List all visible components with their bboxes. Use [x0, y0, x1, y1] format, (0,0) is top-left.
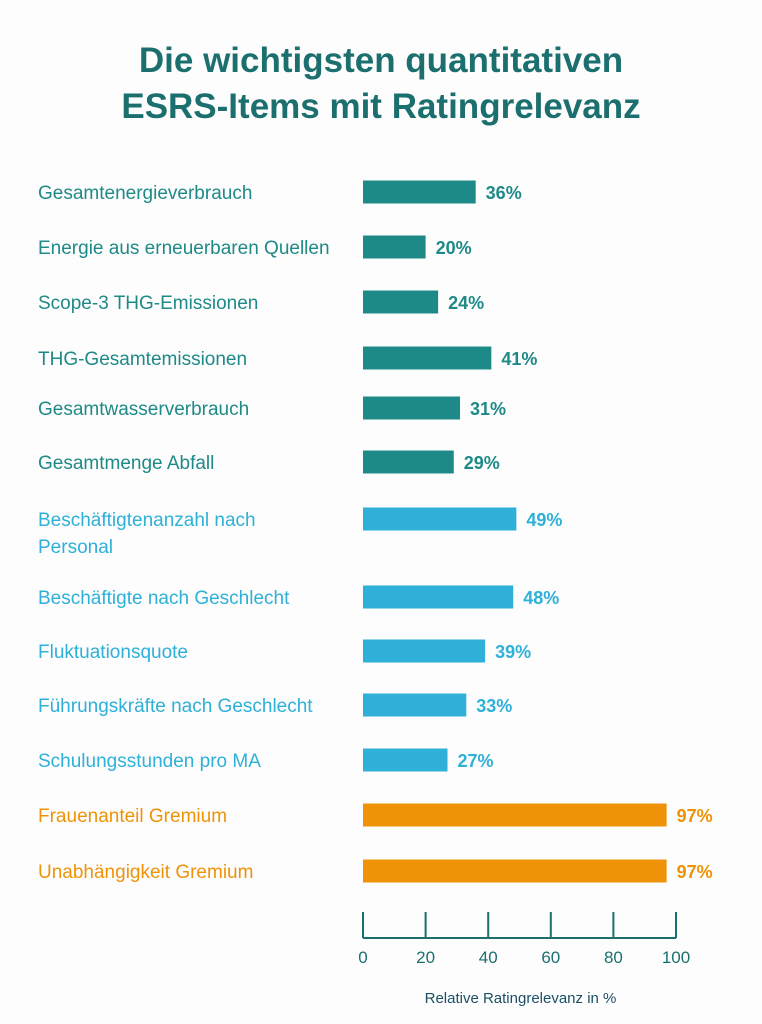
- bar-value-label: 49%: [526, 510, 562, 530]
- category-label-line: Führungskräfte nach Geschlecht: [38, 696, 313, 717]
- bar-value-label: 33%: [476, 696, 512, 716]
- bar-row: Führungskräfte nach Geschlecht 33%: [38, 693, 512, 717]
- category-label: Beschäftigte nach Geschlecht: [38, 588, 290, 609]
- chart-title-line-2: ESRS-Items mit Ratingrelevanz: [121, 87, 641, 126]
- bar: [363, 803, 667, 827]
- category-label-line: Beschäftigte nach Geschlecht: [38, 588, 290, 609]
- bar: [363, 859, 667, 883]
- bar-row: Gesamtwasserverbrauch 31%: [38, 396, 506, 420]
- bar-row: Schulungsstunden pro MA 27%: [38, 748, 494, 772]
- bar: [363, 290, 439, 314]
- x-tick-label: 100: [662, 948, 690, 967]
- bar-value-label: 20%: [436, 238, 472, 258]
- bar-row: Frauenanteil Gremium 97%: [38, 803, 713, 827]
- category-label-line: THG-Gesamtemissionen: [38, 349, 247, 370]
- bar: [363, 507, 517, 531]
- bar-value-label: 41%: [501, 349, 537, 369]
- x-axis: 0 20 40 60 80 100 Relative Ratingrelevanz in %: [358, 912, 690, 1007]
- bar-row: Fluktuationsquote 39%: [38, 639, 531, 663]
- x-tick-label: 60: [541, 948, 560, 967]
- category-label: Energie aus erneuerbaren Quellen: [38, 238, 330, 259]
- x-tick-label: 40: [479, 948, 498, 967]
- category-label-line: Beschäftigtenanzahl nach: [38, 510, 256, 531]
- x-tick-label: 20: [416, 948, 435, 967]
- category-label: Schulungsstunden pro MA: [38, 751, 261, 772]
- category-label: THG-Gesamtemissionen: [38, 349, 247, 370]
- bar-row: Beschäftigte nach Geschlecht 48%: [38, 585, 559, 609]
- bars-layer: Gesamtenergieverbrauch 36% Energie aus ern…: [38, 180, 713, 883]
- bar: [363, 450, 454, 474]
- category-label-line: Frauenanteil Gremium: [38, 806, 227, 827]
- category-label: Gesamtenergieverbrauch: [38, 183, 252, 204]
- bar: [363, 693, 467, 717]
- category-label-line: Gesamtwasserverbrauch: [38, 399, 249, 420]
- bar-row: Unabhängigkeit Gremium 97%: [38, 859, 713, 883]
- bar-row: Energie aus erneuerbaren Quellen 20%: [38, 235, 472, 259]
- chart-title: Die wichtigsten quantitativen ESRS-Items…: [0, 38, 762, 130]
- x-axis-title: Relative Ratingrelevanz in %: [425, 990, 617, 1007]
- bar-value-label: 24%: [448, 293, 484, 313]
- category-label: Unabhängigkeit Gremium: [38, 862, 253, 883]
- bar: [363, 748, 448, 772]
- bar-value-label: 29%: [464, 453, 500, 473]
- category-label: Scope-3 THG-Emissionen: [38, 293, 258, 314]
- bar: [363, 235, 426, 259]
- category-label-line: Scope-3 THG-Emissionen: [38, 293, 258, 314]
- x-tick-label: 0: [358, 948, 367, 967]
- bar-value-label: 48%: [523, 588, 559, 608]
- category-label-line: Fluktuationsquote: [38, 642, 188, 663]
- category-label: Frauenanteil Gremium: [38, 806, 227, 827]
- bar: [363, 180, 476, 204]
- bar-value-label: 36%: [486, 183, 522, 203]
- bar-row: Gesamtenergieverbrauch 36%: [38, 180, 522, 204]
- bar-row: Beschäftigtenanzahl nach Personal 49%: [38, 507, 562, 558]
- category-label-line: Gesamtmenge Abfall: [38, 453, 214, 474]
- category-label-line: Unabhängigkeit Gremium: [38, 862, 253, 883]
- bar: [363, 396, 461, 420]
- category-label-line: Energie aus erneuerbaren Quellen: [38, 238, 330, 259]
- bar-value-label: 39%: [495, 642, 531, 662]
- bar: [363, 346, 492, 370]
- x-tick-label: 80: [604, 948, 623, 967]
- category-label-line: Personal: [38, 537, 113, 558]
- bar-value-label: 27%: [458, 751, 494, 771]
- category-label: Gesamtwasserverbrauch: [38, 399, 249, 420]
- category-label: Beschäftigtenanzahl nach Personal: [38, 510, 256, 558]
- bar-row: Gesamtmenge Abfall 29%: [38, 450, 500, 474]
- bar: [363, 585, 514, 609]
- bar-row: Scope-3 THG-Emissionen 24%: [38, 290, 484, 314]
- category-label-line: Gesamtenergieverbrauch: [38, 183, 252, 204]
- category-label-line: Schulungsstunden pro MA: [38, 751, 261, 772]
- bar-row: THG-Gesamtemissionen 41%: [38, 346, 537, 370]
- category-label: Führungskräfte nach Geschlecht: [38, 696, 313, 717]
- bar-value-label: 97%: [677, 862, 713, 882]
- chart-title-line-1: Die wichtigsten quantitativen: [138, 41, 624, 80]
- bar-value-label: 31%: [470, 399, 506, 419]
- category-label: Fluktuationsquote: [38, 642, 188, 663]
- bar: [363, 639, 486, 663]
- bar-value-label: 97%: [677, 806, 713, 826]
- category-label: Gesamtmenge Abfall: [38, 453, 214, 474]
